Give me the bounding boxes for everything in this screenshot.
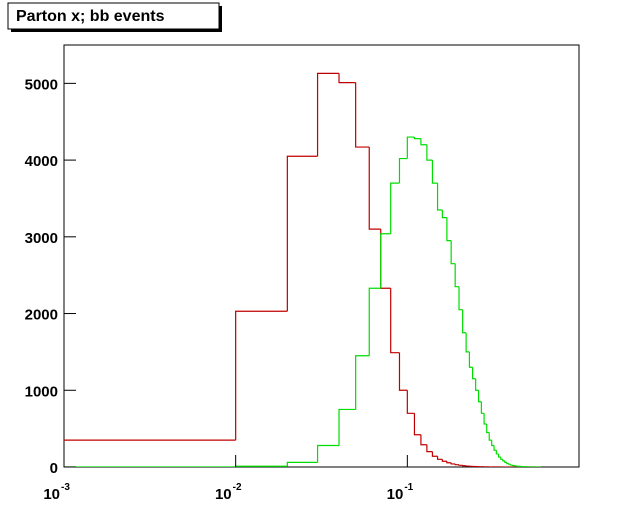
x-tick-label: 10 [387,486,404,503]
histogram-bin [508,463,511,465]
histogram-bin [504,460,507,463]
x-tick-label: 10 [43,486,60,503]
histogram-bin [454,463,460,466]
histogram-bin [446,461,452,464]
y-tick-label: 2000 [25,307,58,324]
histogram-bin [495,450,499,455]
histogram-bin [338,408,356,446]
histogram-bin [493,445,497,451]
histogram-bin [406,136,415,159]
histogram-bin [398,157,408,184]
histogram-bin [413,413,421,436]
histogram-bin [426,144,433,161]
y-tick-label: 3000 [25,230,58,247]
histogram-bin [431,451,438,457]
histogram-bin [486,424,490,434]
histogram-bin [477,390,482,403]
histogram-bin [355,355,370,410]
histogram-bin [450,240,456,265]
title-box [7,2,220,30]
histogram-bin [286,461,318,467]
histogram-bin [480,401,485,414]
histogram-bin [468,351,473,368]
histogram-bin [64,439,236,441]
histogram-bin [380,229,391,289]
histogram-bin [488,432,492,441]
histogram-bin [441,209,447,219]
histogram-bin [355,82,370,148]
histogram-bin [472,367,476,380]
histogram-bin [413,137,421,140]
histogram-bin [398,352,408,391]
histogram-bin [454,263,460,288]
histogram-bin [502,459,505,462]
x-tick-exponent: -3 [61,482,70,493]
y-tick-label: 0 [50,460,58,477]
histogram-bin [368,147,381,230]
histogram-bin [510,464,513,466]
histogram-bin [316,444,340,463]
histogram-bin [491,440,495,447]
x-tick-label: 10 [215,486,232,503]
histogram-bin [390,288,400,354]
histogram-bin [368,287,381,356]
histogram-bin [497,453,501,458]
histogram-bin [235,310,288,441]
histogram-bin [316,72,340,157]
histogram-bin [462,309,467,334]
histogram-bin [450,462,456,465]
histogram-bin [390,182,400,234]
plot-frame [63,44,580,468]
histogram-bin [465,332,470,353]
y-tick-label: 4000 [25,153,58,170]
histogram-bin [506,462,509,465]
histogram-bin [446,217,452,242]
histogram-bin [420,138,427,146]
histogram-bin [420,434,427,446]
histogram-bin [458,464,463,466]
histogram-bin [436,456,443,460]
histogram-bin [338,73,356,84]
y-tick-label: 1000 [25,383,58,400]
histogram-bin [426,444,433,453]
histogram-bin [431,160,438,184]
x-tick-exponent: -2 [233,482,242,493]
histogram-bin [458,286,463,311]
histogram-bin [475,378,479,391]
histogram-bin [286,155,318,312]
plot-area [64,72,541,467]
histogram-bin [436,183,443,211]
histogram-bin [500,457,503,460]
y-tick-label: 5000 [25,76,58,93]
chart-title: Parton x; bb events [16,8,165,25]
histogram-bin [441,459,447,462]
histogram-bin [406,390,415,414]
histogram-bin [483,413,487,425]
x-tick-exponent: -1 [404,482,413,493]
histogram-bin [380,233,391,289]
